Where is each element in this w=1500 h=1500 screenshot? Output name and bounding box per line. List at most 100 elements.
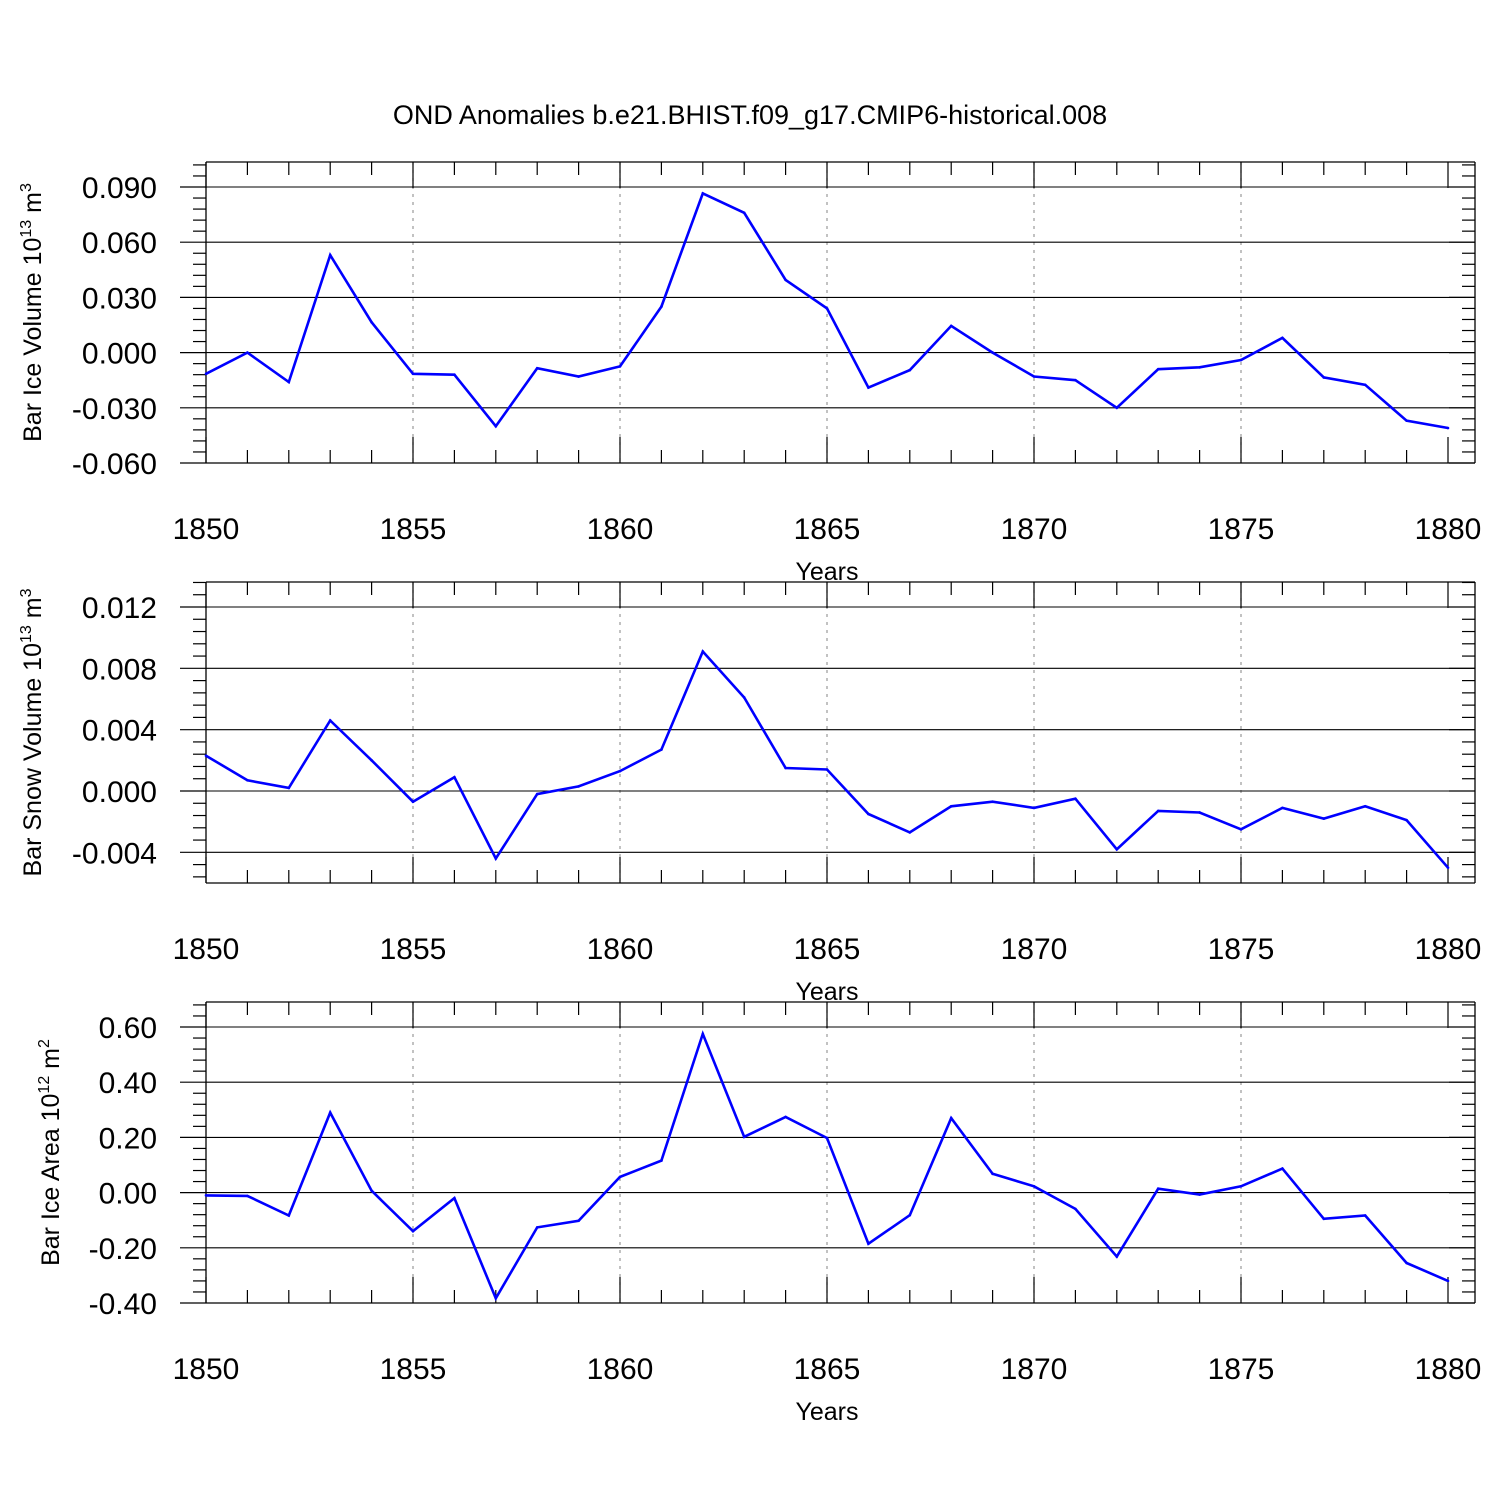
data-point: [701, 192, 705, 195]
data-point: [701, 650, 705, 653]
data-point: [825, 307, 829, 310]
data-point: [411, 800, 415, 804]
y-tick-label: 0.012: [82, 592, 157, 625]
y-tick-label: 0.004: [82, 715, 157, 748]
data-point: [784, 766, 787, 770]
data-point: [825, 768, 829, 771]
data-point: [1032, 375, 1036, 378]
y-tick-label: 0.40: [99, 1067, 157, 1100]
data-point: [1074, 797, 1077, 800]
data-point: [1115, 1255, 1119, 1258]
y-tick-label: -0.20: [89, 1233, 157, 1266]
y-axis-label-part: m: [19, 192, 47, 220]
data-point: [453, 1196, 456, 1200]
data-point: [204, 372, 208, 376]
data-point: [784, 1115, 787, 1119]
data-point: [867, 1242, 870, 1245]
data-point: [1446, 426, 1450, 430]
y-axis-label-part: Bar Snow Volume 10: [19, 643, 47, 876]
data-point: [1198, 366, 1201, 369]
y-axis-label-superscript: 13: [18, 625, 35, 643]
y-tick-label: 0.00: [99, 1178, 157, 1211]
y-axis-label-part: Bar Ice Area 10: [37, 1094, 65, 1266]
y-tick-label: -0.40: [89, 1288, 157, 1321]
y-axis-label-superscript: 12: [36, 1076, 53, 1094]
data-point: [370, 759, 373, 762]
x-tick-label: 1875: [1208, 1353, 1275, 1386]
data-point: [1239, 1184, 1243, 1188]
data-point: [246, 778, 249, 782]
data-point: [246, 1194, 249, 1198]
data-point: [618, 1175, 622, 1179]
y-tick-label: 0.60: [99, 1012, 157, 1045]
y-tick-label: 0.090: [82, 172, 157, 205]
data-point: [1198, 811, 1201, 814]
x-tick-label: 1865: [794, 933, 861, 966]
panel-1: 1850 1855 1860 1865 1870 1875 1880 -0.060 -0.030…: [18, 161, 1481, 586]
data-point: [535, 792, 539, 796]
data-point: [328, 1111, 332, 1114]
panels: 1850 1855 1860 1865 1870 1875 1880 -0.060 -0.030…: [18, 161, 1482, 1426]
data-point: [577, 375, 580, 378]
x-tick-label: 1880: [1415, 933, 1482, 966]
x-tick-label: 1855: [380, 933, 447, 966]
data-point: [453, 775, 456, 779]
data-point: [1115, 847, 1119, 851]
data-point: [742, 211, 746, 215]
y-tick-label: -0.004: [72, 837, 157, 870]
y-axis-label-superscript: 13: [18, 220, 35, 238]
data-point: [287, 786, 291, 790]
data-point: [453, 373, 456, 376]
data-point: [577, 785, 580, 788]
data-point: [660, 1159, 663, 1162]
figure-title: OND Anomalies b.e21.BHIST.f09_g17.CMIP6-…: [393, 100, 1107, 130]
data-point: [370, 320, 373, 324]
data-point: [1446, 1279, 1450, 1283]
x-tick-label: 1860: [587, 513, 654, 546]
data-point: [867, 812, 870, 816]
data-point: [204, 754, 208, 758]
data-point: [1032, 806, 1036, 810]
x-axis-label: Years: [795, 1398, 858, 1426]
y-axis-label-part: m: [19, 597, 47, 625]
y-tick-label: 0.20: [99, 1122, 157, 1155]
data-point: [618, 365, 622, 368]
data-point: [287, 380, 291, 384]
y-axis-label-superscript: 2: [36, 1039, 53, 1048]
data-point: [660, 305, 663, 308]
x-tick-label: 1870: [1001, 1353, 1068, 1386]
data-point: [908, 831, 912, 834]
data-point: [204, 1194, 208, 1197]
data-point: [825, 1136, 829, 1140]
data-point: [1405, 419, 1408, 422]
data-point: [1363, 1214, 1367, 1217]
x-tick-label: 1850: [173, 933, 240, 966]
data-point: [287, 1214, 291, 1217]
x-tick-label: 1850: [173, 1353, 240, 1386]
data-point: [1405, 818, 1408, 822]
x-tick-label: 1850: [173, 513, 240, 546]
data-point: [535, 1226, 539, 1229]
data-point: [1281, 1167, 1284, 1170]
data-point: [991, 800, 994, 804]
data-point: [1156, 809, 1160, 813]
panel-3: 1850 1855 1860 1865 1870 1875 1880 -0.40 -0.20 0.…: [36, 1001, 1482, 1426]
data-point: [784, 278, 787, 282]
data-point: [1074, 378, 1077, 382]
x-tick-label: 1870: [1001, 933, 1068, 966]
x-axis-label: Years: [795, 558, 858, 586]
data-point: [1156, 367, 1160, 371]
data-point: [535, 366, 539, 370]
data-point: [1115, 406, 1119, 410]
y-axis-label: Bar Ice Area 1012 m2: [36, 1039, 65, 1266]
x-tick-label: 1860: [587, 933, 654, 966]
x-tick-label: 1865: [794, 513, 861, 546]
y-tick-label: -0.060: [72, 448, 157, 481]
x-tick-label: 1880: [1415, 1353, 1482, 1386]
x-tick-label: 1875: [1208, 513, 1275, 546]
data-point: [411, 372, 415, 376]
data-point: [660, 748, 663, 751]
data-point: [494, 424, 498, 428]
data-point: [1074, 1207, 1077, 1211]
